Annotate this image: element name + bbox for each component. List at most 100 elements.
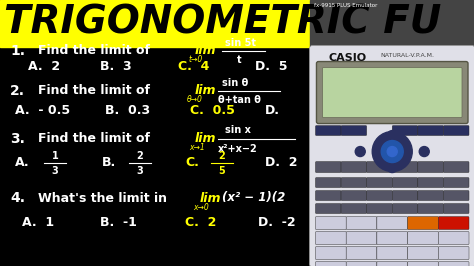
Text: B.: B.: [102, 156, 116, 169]
Text: 1: 1: [52, 151, 58, 161]
Circle shape: [355, 147, 365, 157]
Text: x→1: x→1: [189, 143, 205, 152]
FancyBboxPatch shape: [377, 217, 408, 230]
FancyBboxPatch shape: [341, 190, 367, 201]
Text: 5: 5: [219, 166, 225, 176]
FancyBboxPatch shape: [418, 190, 443, 201]
Text: C.  2: C. 2: [185, 215, 216, 228]
FancyBboxPatch shape: [438, 247, 469, 260]
Text: lim: lim: [200, 192, 221, 205]
FancyBboxPatch shape: [341, 126, 367, 136]
Text: TRIGONOMETRIC FU: TRIGONOMETRIC FU: [4, 3, 441, 41]
FancyBboxPatch shape: [443, 190, 469, 201]
Text: t: t: [237, 55, 242, 65]
FancyBboxPatch shape: [418, 161, 443, 173]
Text: Find the limit of: Find the limit of: [38, 44, 150, 57]
Text: x→0: x→0: [193, 202, 209, 211]
FancyBboxPatch shape: [316, 231, 346, 244]
FancyBboxPatch shape: [316, 126, 341, 136]
Text: CASIO: CASIO: [328, 53, 366, 63]
FancyBboxPatch shape: [316, 247, 346, 260]
FancyBboxPatch shape: [322, 68, 462, 118]
FancyBboxPatch shape: [367, 190, 392, 201]
FancyBboxPatch shape: [392, 203, 418, 214]
Text: sin 5t: sin 5t: [225, 38, 256, 48]
Text: A.: A.: [15, 156, 29, 169]
Text: C.  4: C. 4: [178, 60, 210, 73]
Text: θ→0: θ→0: [187, 95, 203, 105]
FancyBboxPatch shape: [408, 231, 438, 244]
Text: θ+tan θ: θ+tan θ: [218, 95, 261, 105]
Text: C.  0.5: C. 0.5: [190, 105, 235, 118]
Text: 2: 2: [219, 151, 225, 161]
Text: 3: 3: [137, 166, 143, 176]
Text: A.  1: A. 1: [22, 215, 54, 228]
Text: x²+x−2: x²+x−2: [218, 144, 258, 154]
Text: What's the limit in: What's the limit in: [38, 192, 167, 205]
FancyBboxPatch shape: [438, 231, 469, 244]
FancyBboxPatch shape: [316, 190, 341, 201]
Text: 2: 2: [137, 151, 143, 161]
Text: 1.: 1.: [10, 44, 25, 58]
FancyBboxPatch shape: [346, 217, 377, 230]
Text: 2.: 2.: [10, 84, 25, 98]
Text: B.  3: B. 3: [100, 60, 132, 73]
Circle shape: [387, 131, 397, 140]
Text: NATURAL-V.P.A.M.: NATURAL-V.P.A.M.: [381, 53, 435, 57]
FancyBboxPatch shape: [392, 126, 418, 136]
FancyBboxPatch shape: [316, 161, 341, 173]
FancyBboxPatch shape: [418, 177, 443, 188]
Text: sin θ: sin θ: [222, 78, 248, 88]
Text: lim: lim: [195, 44, 217, 57]
FancyBboxPatch shape: [392, 190, 418, 201]
Text: D.  2: D. 2: [265, 156, 298, 169]
FancyBboxPatch shape: [408, 247, 438, 260]
Circle shape: [419, 147, 429, 157]
FancyBboxPatch shape: [341, 203, 367, 214]
FancyBboxPatch shape: [317, 61, 468, 123]
FancyBboxPatch shape: [443, 126, 469, 136]
FancyBboxPatch shape: [346, 261, 377, 266]
Text: sin x: sin x: [225, 125, 251, 135]
Circle shape: [381, 140, 403, 163]
FancyBboxPatch shape: [377, 231, 408, 244]
FancyBboxPatch shape: [367, 161, 392, 173]
FancyBboxPatch shape: [310, 45, 474, 266]
FancyBboxPatch shape: [418, 203, 443, 214]
FancyBboxPatch shape: [408, 261, 438, 266]
FancyBboxPatch shape: [438, 261, 469, 266]
Text: 3: 3: [52, 166, 58, 176]
Text: Find the limit of: Find the limit of: [38, 85, 150, 98]
Text: A.  - 0.5: A. - 0.5: [15, 105, 70, 118]
Circle shape: [387, 147, 397, 157]
Circle shape: [372, 132, 412, 172]
FancyBboxPatch shape: [443, 161, 469, 173]
Text: B.  0.3: B. 0.3: [105, 105, 150, 118]
FancyBboxPatch shape: [377, 261, 408, 266]
FancyBboxPatch shape: [392, 161, 418, 173]
FancyBboxPatch shape: [377, 247, 408, 260]
FancyBboxPatch shape: [341, 177, 367, 188]
FancyBboxPatch shape: [367, 203, 392, 214]
Text: A.  2: A. 2: [28, 60, 60, 73]
Text: C.: C.: [185, 156, 199, 169]
FancyBboxPatch shape: [408, 217, 438, 230]
Text: fx-9915 PLUS Emulator: fx-9915 PLUS Emulator: [314, 3, 378, 8]
FancyBboxPatch shape: [316, 261, 346, 266]
FancyBboxPatch shape: [443, 203, 469, 214]
Text: lim: lim: [195, 85, 217, 98]
Text: D.  5: D. 5: [255, 60, 288, 73]
Text: 3.: 3.: [10, 132, 25, 146]
FancyBboxPatch shape: [438, 217, 469, 230]
Circle shape: [387, 163, 397, 173]
FancyBboxPatch shape: [418, 126, 443, 136]
Text: lim: lim: [195, 132, 217, 146]
FancyBboxPatch shape: [316, 203, 341, 214]
FancyBboxPatch shape: [392, 177, 418, 188]
Text: 4.: 4.: [10, 191, 25, 205]
Text: Find the limit of: Find the limit of: [38, 132, 150, 146]
FancyBboxPatch shape: [346, 247, 377, 260]
FancyBboxPatch shape: [346, 231, 377, 244]
Bar: [0, 0, 310, 47]
Text: D.: D.: [265, 105, 280, 118]
